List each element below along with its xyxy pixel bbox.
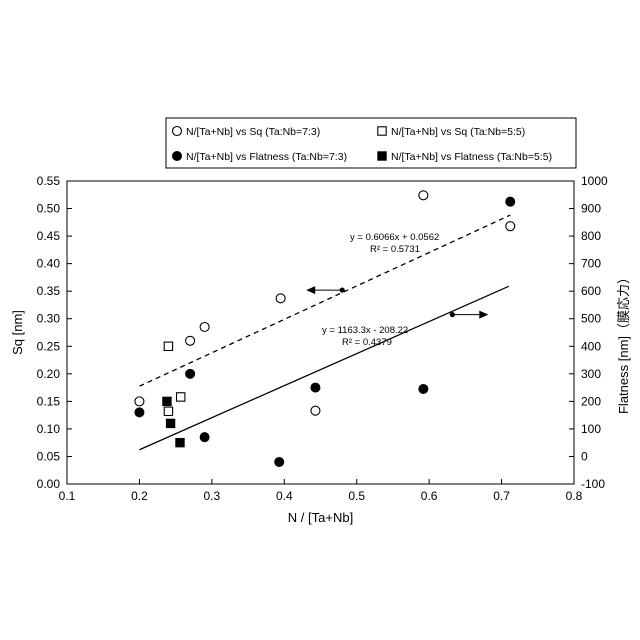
annotations: y = 0.6066x + 0.0562R² = 0.5731 y = 1163.… [306,232,488,348]
axes: 0.1 0.2 0.3 0.4 0.5 0.6 0.7 0.8 0.00 0.05 0.10 0.15… [10,174,631,525]
y-right-tick-label: 600 [581,284,601,298]
data-point-series-3 [200,433,209,442]
data-point-series-3 [135,408,144,417]
data-point-series-4 [163,397,171,405]
data-point-series-4 [176,438,184,446]
y-right-tick-label: 900 [581,202,601,216]
x-tick-label: 0.1 [59,489,76,503]
data-point-series-2 [164,342,172,350]
data-point-series-3 [186,369,195,378]
plot-frame [67,181,574,484]
flatness-trendline [139,286,508,449]
data-point-series-1 [311,406,320,415]
y-right-tick-label: 0 [581,449,588,463]
data-point-series-1 [200,322,209,331]
data-point-series-3 [419,384,428,393]
legend-marker [173,152,182,161]
y-left-tick-label: 0.35 [37,284,61,298]
y-left-tick-label: 0.20 [37,367,61,381]
y-left-tick-label: 0.40 [37,257,61,271]
trendline-equation: y = 1163.3x - 208.22 [322,325,408,336]
data-point-series-1 [419,191,428,200]
y-left-tick-label: 0.45 [37,229,61,243]
y-right-tick-label: 100 [581,422,601,436]
data-point-series-3 [506,197,515,206]
trendline-r2: R² = 0.5731 [370,244,420,255]
y-left-tick-label: 0.10 [37,422,61,436]
trendline-r2: R² = 0.4379 [342,337,392,348]
legend-label: N/[Ta+Nb] vs Flatness (Ta:Nb=7:3) [186,151,347,163]
legend-marker [378,127,386,135]
y-right-tick-label: 500 [581,312,601,326]
y-left-tick-label: 0.05 [37,449,61,463]
y-right-tick-label: 800 [581,229,601,243]
y-left-tick-label: 0.25 [37,339,61,353]
y-right-tick-label: 1000 [581,174,608,188]
data-point-series-1 [135,397,144,406]
y-left-tick-label: 0.30 [37,312,61,326]
legend-marker [378,152,386,160]
legend: N/[Ta+Nb] vs Sq (Ta:Nb=7:3) N/[Ta+Nb] vs … [166,118,576,168]
x-tick-label: 0.8 [566,489,583,503]
data-point-series-1 [276,294,285,303]
legend-label: N/[Ta+Nb] vs Sq (Ta:Nb=5:5) [391,126,525,138]
legend-marker [173,127,182,136]
legend-label: N/[Ta+Nb] vs Flatness (Ta:Nb=5:5) [391,151,552,163]
right-axis-arrow-head [479,311,488,319]
data-point-series-1 [186,336,195,345]
y-left-tick-label: 0.15 [37,394,61,408]
y-right-tick-label: 400 [581,339,601,353]
x-tick-label: 0.7 [493,489,510,503]
y-left-tick-label: 0.50 [37,202,61,216]
y-right-tick-label: 300 [581,367,601,381]
data-point-series-2 [164,407,172,415]
x-tick-label: 0.3 [204,489,221,503]
x-tick-label: 0.2 [131,489,148,503]
y-left-tick-label: 0.55 [37,174,61,188]
x-tick-label: 0.5 [348,489,365,503]
y-right-tick-label: 200 [581,394,601,408]
y-right-tick-label: -100 [581,477,605,491]
legend-label: N/[Ta+Nb] vs Sq (Ta:Nb=7:3) [186,126,320,138]
data-point-series-2 [177,393,185,401]
sq-trendline [139,215,510,386]
data-point-series-1 [506,222,515,231]
y-right-axis-title: Flatness [nm]（膜応力） [616,271,631,414]
x-tick-label: 0.6 [421,489,438,503]
y-left-tick-label: 0.00 [37,477,61,491]
y-right-tick-label: 700 [581,257,601,271]
data-point-series-4 [166,419,174,427]
x-axis-title: N / [Ta+Nb] [288,510,353,525]
y-left-axis-title: Sq [nm] [10,310,25,355]
trendline-equation: y = 0.6066x + 0.0562 [350,232,439,243]
left-axis-arrow-head [306,286,315,294]
data-point-series-3 [311,383,320,392]
x-tick-label: 0.4 [276,489,293,503]
data-point-series-3 [275,457,284,466]
